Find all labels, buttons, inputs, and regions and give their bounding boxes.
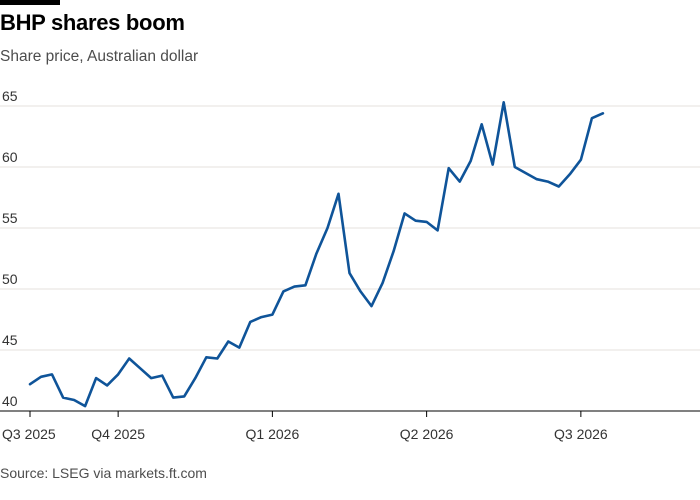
grid-lines xyxy=(0,105,700,412)
chart-subtitle: Share price, Australian dollar xyxy=(0,48,199,65)
y-tick-label: 65 xyxy=(2,88,18,104)
share-price-line xyxy=(28,101,605,408)
chart-title: BHP shares boom xyxy=(0,10,185,35)
series-layer xyxy=(28,101,605,408)
x-tick-label: Q1 2026 xyxy=(246,426,300,442)
y-axis-tick-labels: 40 45 50 55 60 65 xyxy=(2,88,18,409)
ft-brand-bar xyxy=(0,0,60,5)
y-tick-label: 60 xyxy=(2,149,18,165)
source-note: Source: LSEG via markets.ft.com xyxy=(0,465,207,481)
x-tick-label: Q3 2025 xyxy=(2,426,56,442)
y-tick-label: 50 xyxy=(2,271,18,287)
x-axis-tick-labels: Q3 2025 Q4 2025 Q1 2026 Q2 2026 Q3 2026 xyxy=(2,411,608,442)
x-tick-label: Q2 2026 xyxy=(400,426,454,442)
y-tick-label: 55 xyxy=(2,210,18,226)
x-tick-label: Q3 2026 xyxy=(554,426,608,442)
y-tick-label: 40 xyxy=(2,393,18,409)
x-tick-label: Q4 2025 xyxy=(91,426,145,442)
y-tick-label: 45 xyxy=(2,332,18,348)
